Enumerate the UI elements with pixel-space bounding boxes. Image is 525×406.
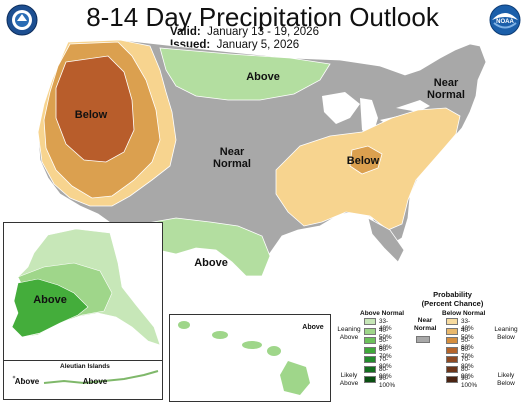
alaska-map	[11, 228, 161, 346]
map-label-above-aleutian-2: Above	[82, 377, 108, 386]
map-label-above-hawaii: Above	[302, 324, 324, 331]
legend-above-swatch	[364, 346, 376, 354]
legend-leaning-below-1: Leaning	[494, 326, 518, 333]
page-title: 8-14 Day Precipitation Outlook	[86, 2, 439, 32]
legend-likely-below-1: Likely	[497, 372, 515, 379]
legend-below-range-label: 80-90%	[461, 365, 474, 380]
legend-below-swatch	[446, 327, 458, 335]
legend-below-header: Below Normal	[442, 310, 486, 317]
legend-above-swatch	[364, 375, 376, 383]
legend-above-range-label: 33-40%	[379, 317, 392, 332]
legend-below-range-label: 90-100%	[461, 375, 478, 390]
legend-below-swatch	[446, 318, 458, 325]
aleutian-map	[12, 370, 159, 385]
near-normal-ne-line1: Near	[433, 77, 459, 89]
legend-above-range-label: 80-90%	[379, 365, 392, 380]
hawaii-inset	[169, 314, 331, 402]
legend-near-header-1: Near	[417, 317, 433, 324]
legend-near-header: Near Normal	[414, 317, 436, 333]
legend-below-swatch	[446, 356, 458, 364]
legend-above-range-label: 50-60%	[379, 336, 392, 351]
legend-below-range-label: 33-40%	[461, 317, 474, 332]
legend-below-swatch	[446, 346, 458, 354]
legend-likely-below: Likely Below	[492, 372, 520, 388]
issued-date: Issued: January 5, 2026	[170, 39, 299, 51]
valid-label: Valid:	[170, 26, 201, 38]
east-below-40-50	[349, 145, 383, 175]
map-label-above-north: Above	[246, 71, 280, 83]
noaa-logo-icon: NOAA	[489, 4, 521, 36]
legend-above-header: Above Normal	[360, 310, 405, 317]
aleutian-island	[12, 375, 16, 379]
alaska-above-50-60	[11, 278, 89, 338]
legend-leaning-above-1: Leaning	[337, 326, 361, 333]
legend-below-range-label: 50-60%	[461, 336, 474, 351]
alaska-inset	[3, 222, 163, 362]
legend-below-swatch	[446, 375, 458, 383]
aleutian-inset	[3, 360, 163, 400]
near-normal-ne-line2: Normal	[427, 89, 465, 101]
hawaii-island-oahu	[212, 331, 228, 339]
hawaii-island-maui	[267, 346, 281, 356]
legend-likely-above: Likely Above	[337, 372, 361, 388]
hawaii-island-molokai	[242, 341, 262, 349]
noaa-nws-seal-icon	[6, 4, 38, 36]
map-label-near-normal-central: Near Normal	[204, 146, 260, 170]
aleutian-title: Aleutian Islands	[60, 363, 110, 370]
legend-above-range-label: 90-100%	[379, 375, 396, 390]
legend-leaning-below-2: Below	[497, 334, 515, 341]
north-above-33-40	[159, 47, 331, 101]
legend-leaning-above: Leaning Above	[337, 326, 361, 342]
legend-above-swatch	[364, 318, 376, 325]
map-label-near-normal-ne: Near Normal	[418, 77, 474, 101]
aleutian-island	[30, 379, 34, 383]
legend-likely-above-2: Above	[339, 380, 359, 387]
florida-near-normal	[367, 217, 405, 263]
legend-below-range-label: 60-70%	[461, 346, 474, 361]
legend-title-1: Probability	[433, 290, 472, 299]
legend-below-swatch	[446, 366, 458, 373]
noaa-logo-text: NOAA	[496, 19, 514, 25]
map-label-above-aleutian-1: Above	[14, 377, 40, 386]
legend-leaning-below: Leaning Below	[492, 326, 520, 342]
legend-leaning-above-2: Above	[339, 334, 359, 341]
legend-title-2: (Percent Chance)	[421, 299, 484, 308]
issued-value: January 5, 2026	[216, 39, 300, 51]
legend-below-swatch	[446, 337, 458, 345]
legend-likely-above-1: Likely	[340, 372, 358, 379]
legend-above-range-label: 40-50%	[379, 327, 392, 342]
hawaii-island-big-island	[280, 361, 310, 395]
near-normal-central-line2: Normal	[213, 158, 251, 170]
legend-near-swatch	[416, 336, 430, 343]
legend-above-swatch	[364, 337, 376, 345]
aleutian-island-chain	[43, 370, 159, 385]
legend-above-range-label: 70-80%	[379, 355, 392, 370]
legend: Probability (Percent Chance)	[380, 290, 525, 308]
legend-near-header-2: Normal	[414, 325, 437, 332]
map-label-above-alaska: Above	[33, 294, 67, 306]
legend-below-range-label: 70-80%	[461, 355, 474, 370]
valid-value: January 13 - 19, 2026	[207, 26, 319, 38]
legend-below-range-label: 40-50%	[461, 327, 474, 342]
hawaii-map	[178, 321, 310, 395]
legend-likely-below-2: Below	[497, 380, 515, 387]
map-label-below-east: Below	[346, 155, 380, 167]
near-normal-central-line1: Near	[219, 146, 245, 158]
west-below-50-60	[55, 55, 135, 163]
aleutian-island	[20, 377, 24, 381]
valid-dates: Valid: January 13 - 19, 2026	[170, 26, 319, 38]
hawaii-island-kauai	[178, 321, 190, 329]
legend-above-swatch	[364, 356, 376, 364]
legend-above-range-label: 60-70%	[379, 346, 392, 361]
legend-above-swatch	[364, 327, 376, 335]
map-label-above-texas: Above	[194, 257, 228, 269]
map-label-below-west: Below	[74, 109, 108, 121]
legend-above-swatch	[364, 366, 376, 373]
